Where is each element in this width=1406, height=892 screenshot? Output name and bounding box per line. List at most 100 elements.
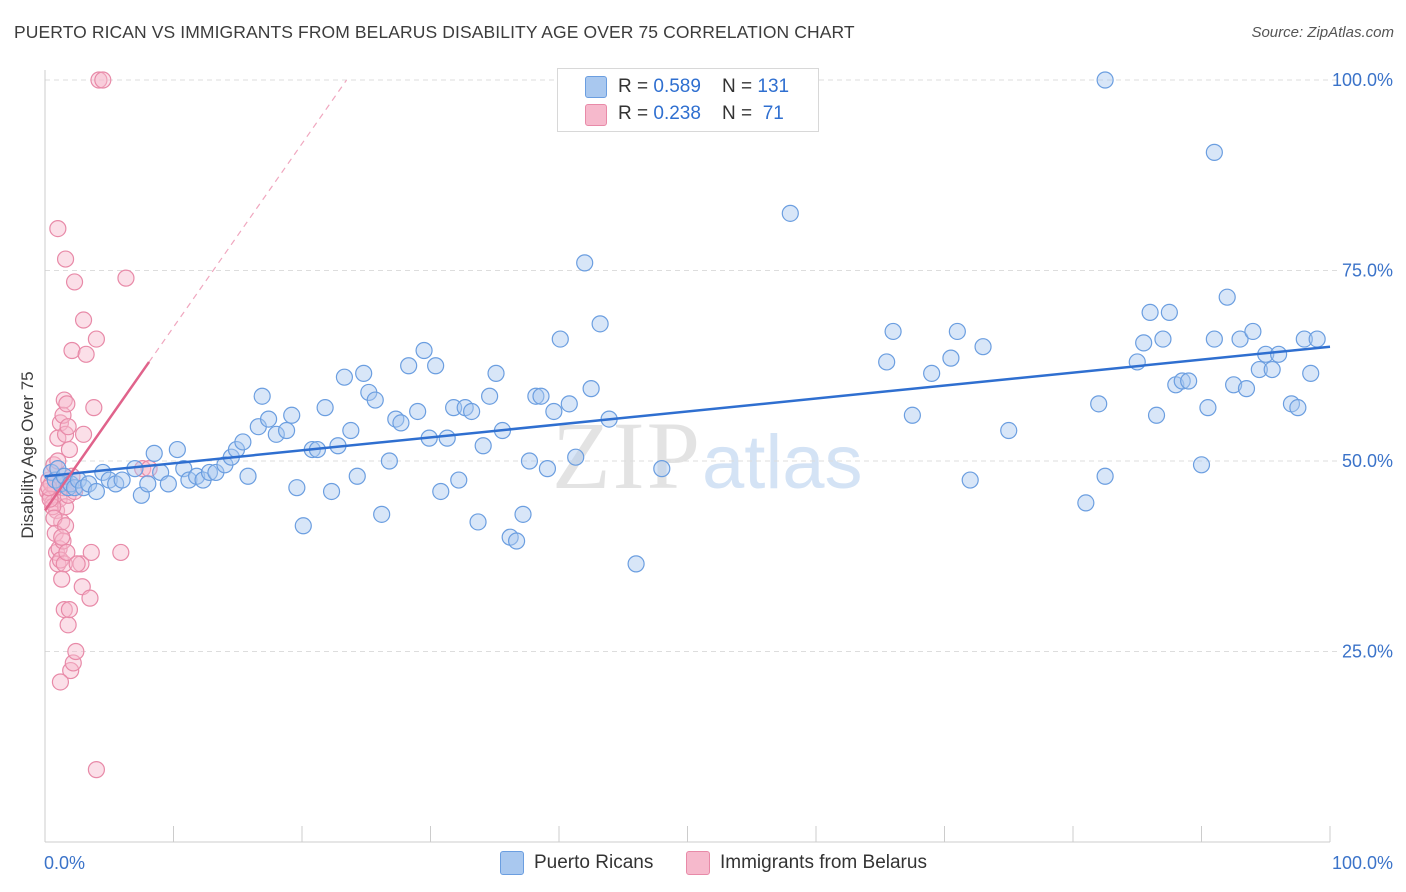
y-tick-label: 75.0% xyxy=(1342,261,1393,281)
data-point-puerto-rican xyxy=(1205,330,1223,348)
legend-row-belarus: R = 0.238 N = 71 xyxy=(618,102,784,126)
data-point-puerto-rican xyxy=(469,513,487,531)
data-point-belarus xyxy=(53,528,71,546)
swatch-belarus xyxy=(686,851,710,875)
legend-r-label: R = xyxy=(618,76,654,97)
data-point-puerto-rican xyxy=(438,429,456,447)
y-tick-label: 25.0% xyxy=(1342,642,1393,662)
data-point-puerto-rican xyxy=(1302,364,1320,382)
data-point-belarus xyxy=(74,311,93,329)
tick-labels: 25.0% 50.0% 75.0% 100.0% 0.0% 100.0% xyxy=(44,70,1393,873)
data-point-belarus xyxy=(87,330,106,348)
legend-item-belarus[interactable]: Immigrants from Belarus xyxy=(686,851,927,875)
data-point-puerto-rican xyxy=(427,357,445,375)
trendlines xyxy=(43,79,1331,512)
data-point-puerto-rican xyxy=(200,463,219,482)
y-axis-label: Disability Age Over 75 xyxy=(18,371,37,538)
data-point-puerto-rican xyxy=(139,475,157,493)
data-point-puerto-rican xyxy=(450,471,468,489)
data-point-puerto-rican xyxy=(253,387,271,405)
data-point-puerto-rican xyxy=(373,505,391,523)
data-point-puerto-rican xyxy=(322,482,341,501)
data-point-puerto-rican xyxy=(567,448,585,466)
data-point-puerto-rican xyxy=(234,433,252,451)
data-point-belarus xyxy=(90,71,108,89)
data-point-puerto-rican xyxy=(532,387,550,405)
data-point-puerto-rican xyxy=(415,341,433,360)
data-point-puerto-rican xyxy=(923,364,941,382)
data-point-puerto-rican xyxy=(1135,334,1153,352)
data-point-puerto-rican xyxy=(1096,71,1114,89)
data-point-puerto-rican xyxy=(514,505,532,523)
data-point-puerto-rican xyxy=(884,322,902,341)
data-point-puerto-rican xyxy=(1192,456,1211,474)
data-point-puerto-rican xyxy=(1218,288,1236,306)
data-point-puerto-rican xyxy=(538,460,557,478)
data-point-puerto-rican xyxy=(481,387,499,405)
data-point-puerto-rican xyxy=(113,471,131,489)
data-point-puerto-rican xyxy=(487,364,505,382)
data-point-belarus xyxy=(63,341,81,360)
data-point-puerto-rican xyxy=(1269,345,1288,363)
data-point-belarus xyxy=(58,543,76,562)
data-point-puerto-rican xyxy=(355,364,373,382)
data-point-puerto-rican xyxy=(239,467,257,485)
data-point-belarus xyxy=(67,642,85,661)
data-point-puerto-rican xyxy=(545,402,563,421)
legend-swatch-belarus xyxy=(585,104,607,126)
data-point-puerto-rican xyxy=(1231,330,1249,348)
data-point-belarus xyxy=(58,395,76,413)
data-point-puerto-rican xyxy=(432,482,450,501)
legend-n-value: 71 xyxy=(757,103,784,124)
belarus-points xyxy=(38,71,158,779)
data-point-puerto-rican xyxy=(159,475,177,493)
data-point-puerto-rican xyxy=(1000,421,1018,440)
data-point-puerto-rican xyxy=(1237,380,1256,398)
data-point-puerto-rican xyxy=(259,410,278,428)
data-point-puerto-rican xyxy=(520,452,539,470)
data-point-puerto-rican xyxy=(1308,330,1326,348)
data-point-puerto-rican xyxy=(591,315,609,333)
data-point-belarus xyxy=(112,543,130,562)
data-point-puerto-rican xyxy=(1295,330,1313,348)
swatch-puerto-ricans xyxy=(500,851,524,875)
x-tick-label: 100.0% xyxy=(1332,853,1393,873)
correlation-legend: R = 0.589 N = 131 R = 0.238 N = 71 xyxy=(557,68,819,132)
legend-item-puerto-ricans[interactable]: Puerto Ricans xyxy=(500,851,653,875)
axes xyxy=(44,70,1331,843)
data-point-belarus xyxy=(60,600,79,619)
data-point-puerto-rican xyxy=(168,440,186,459)
data-point-belarus xyxy=(68,555,86,573)
data-point-puerto-rican xyxy=(1077,494,1095,512)
data-point-puerto-rican xyxy=(400,357,418,375)
data-point-puerto-rican xyxy=(277,421,296,440)
data-point-puerto-rican xyxy=(1147,406,1166,424)
legend-r-value: 0.238 xyxy=(653,103,701,124)
data-point-puerto-rican xyxy=(507,532,526,550)
data-point-puerto-rican xyxy=(560,395,578,413)
data-point-puerto-rican xyxy=(942,349,960,367)
data-point-puerto-rican xyxy=(294,517,312,535)
puerto-rican-points xyxy=(42,71,1326,573)
data-point-puerto-rican xyxy=(1141,303,1159,322)
data-point-belarus xyxy=(77,345,95,363)
legend-label-belarus: Immigrants from Belarus xyxy=(720,852,927,873)
data-point-puerto-rican xyxy=(409,402,427,421)
data-point-puerto-rican xyxy=(342,421,360,440)
data-point-puerto-rican xyxy=(283,406,301,424)
data-point-puerto-rican xyxy=(1244,322,1262,341)
data-point-puerto-rican xyxy=(1205,143,1223,161)
chart-title: PUERTO RICAN VS IMMIGRANTS FROM BELARUS … xyxy=(14,22,855,42)
x-tick-label: 0.0% xyxy=(44,853,85,873)
data-point-puerto-rican xyxy=(463,402,481,421)
y-tick-label: 100.0% xyxy=(1332,70,1393,90)
data-point-belarus xyxy=(59,616,77,634)
data-point-belarus xyxy=(53,570,71,588)
legend-n-value: 131 xyxy=(757,76,790,97)
data-point-puerto-rican xyxy=(1250,360,1268,379)
data-point-puerto-rican xyxy=(781,204,799,222)
legend-r-label: R = xyxy=(618,103,654,124)
data-point-belarus xyxy=(117,269,135,287)
data-point-puerto-rican xyxy=(653,460,671,478)
data-point-puerto-rican xyxy=(1199,399,1217,417)
